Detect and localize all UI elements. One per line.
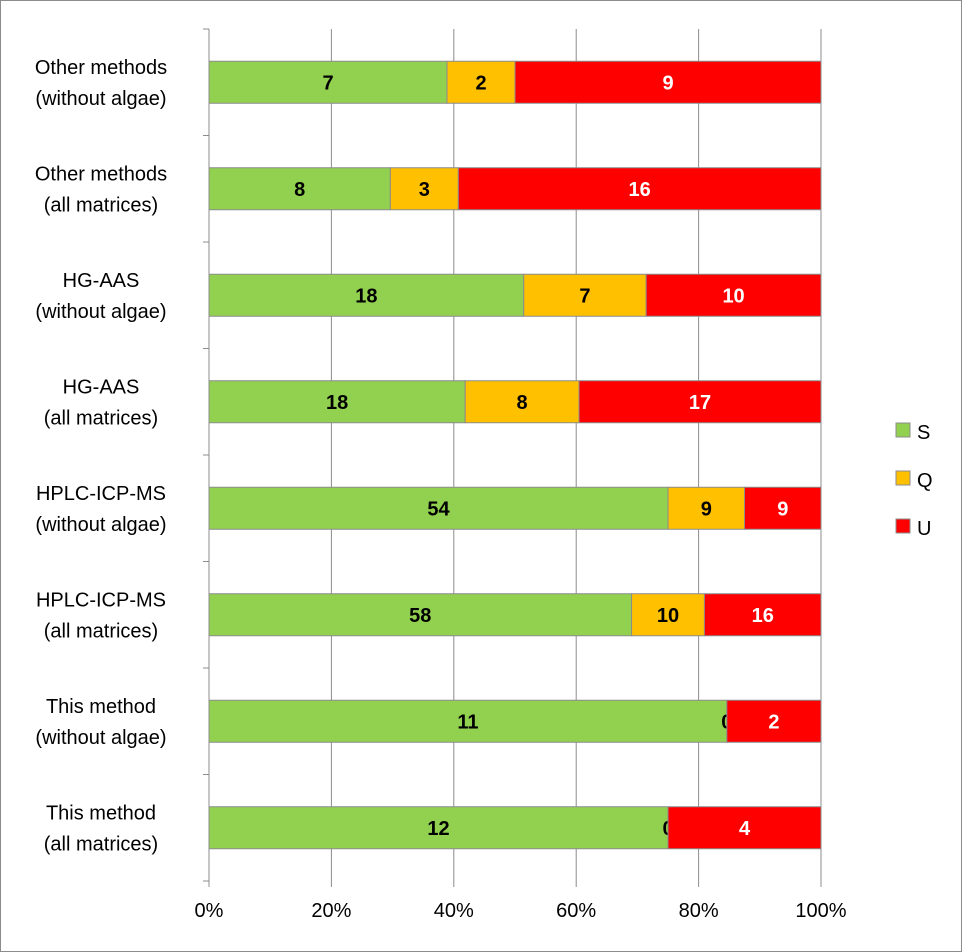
bar-segment-q	[667, 486, 745, 530]
bar-segment-u	[667, 806, 822, 850]
data-label-u: 10	[722, 285, 744, 307]
x-tick-label: 20%	[311, 900, 351, 922]
legend-swatch-s	[895, 422, 911, 438]
category-label: Other methods	[35, 57, 167, 79]
bar-segment-u	[726, 699, 822, 743]
bar-segment-u	[645, 273, 822, 317]
data-label-s: 7	[322, 72, 333, 94]
bar-segment-u	[744, 486, 822, 530]
data-label-u: 9	[662, 72, 673, 94]
bar-segment-u	[457, 167, 822, 211]
bar-segment-s	[208, 167, 391, 211]
data-label-s: 12	[427, 818, 449, 840]
bar-segment-u	[514, 60, 822, 104]
data-label-q: 7	[579, 285, 590, 307]
legend-label-u: U	[917, 518, 931, 540]
category-label: (without algae)	[35, 88, 166, 110]
bar-segment-s	[208, 486, 669, 530]
data-label-q: 10	[657, 605, 679, 627]
data-label-s: 18	[355, 285, 377, 307]
x-tick-label: 60%	[556, 900, 596, 922]
category-label: This method	[46, 696, 156, 718]
bar-segment-s	[208, 380, 466, 424]
data-label-q: 3	[419, 179, 430, 201]
bar-segment-q	[631, 593, 705, 637]
data-label-q: 2	[475, 72, 486, 94]
legend-swatch-q	[895, 470, 911, 486]
x-tick-label: 80%	[679, 900, 719, 922]
category-label: This method	[46, 802, 156, 824]
category-label: (without algae)	[35, 514, 166, 536]
bar-segment-s	[208, 593, 633, 637]
x-tick-label: 0%	[195, 900, 224, 922]
bar-segment-s	[208, 806, 669, 850]
bar-segment-q	[523, 273, 647, 317]
data-label-q: 8	[517, 392, 528, 414]
category-label: Other methods	[35, 163, 167, 185]
category-label: (without algae)	[35, 301, 166, 323]
data-label-u: 17	[689, 392, 711, 414]
x-tick-label: 100%	[795, 900, 846, 922]
category-label: (all matrices)	[44, 194, 158, 216]
data-label-s: 11	[457, 711, 478, 733]
bar-segment-q	[464, 380, 580, 424]
bar-segment-u	[703, 593, 822, 637]
legend-swatch-u	[895, 518, 911, 534]
category-label: HG-AAS	[63, 376, 140, 398]
bar-segment-q	[389, 167, 459, 211]
data-label-u: 9	[777, 498, 788, 520]
category-label: HPLC-ICP-MS	[36, 589, 166, 611]
category-label: (all matrices)	[44, 407, 158, 429]
data-label-q: 9	[701, 498, 712, 520]
category-label: (all matrices)	[44, 620, 158, 642]
data-label-s: 8	[294, 179, 305, 201]
category-label: (without algae)	[35, 727, 166, 749]
bar-segment-s	[208, 699, 728, 743]
data-label-u: 2	[768, 711, 779, 733]
category-label: HG-AAS	[63, 270, 140, 292]
data-label-u: 16	[752, 605, 774, 627]
x-tick-label: 40%	[434, 900, 474, 922]
data-label-u: 4	[739, 818, 751, 840]
data-label-s: 18	[326, 392, 348, 414]
data-label-s: 54	[427, 498, 450, 520]
data-label-s: 58	[409, 605, 431, 627]
data-label-u: 16	[629, 179, 651, 201]
bar-segment-u	[578, 380, 822, 424]
category-label: HPLC-ICP-MS	[36, 483, 166, 505]
legend-label-s: S	[917, 422, 930, 444]
legend-label-q: Q	[917, 470, 933, 492]
category-label: (all matrices)	[44, 833, 158, 855]
